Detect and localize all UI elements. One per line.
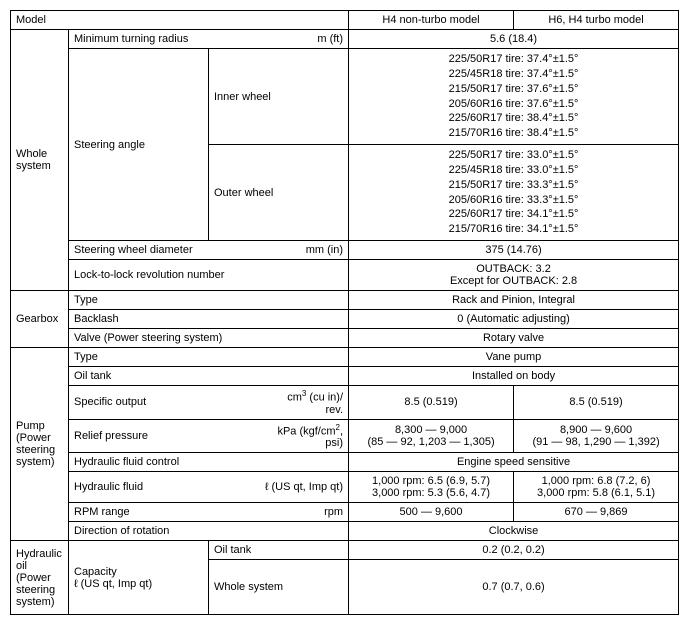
val-rpm-b: 670 — 9,869 [514,503,679,522]
row-wheel-dia: Steering wheel diameter mm (in) 375 (14.… [11,241,679,260]
val-pump-type: Vane pump [349,348,679,367]
label: Relief pressure [74,430,148,442]
label-gb-valve: Valve (Power steering system) [69,329,349,348]
val-hfluid-b: 1,000 rpm: 6.8 (7.2, 6) 3,000 rpm: 5.8 (… [514,472,679,503]
row-hfc: Hydraulic fluid control Engine speed sen… [11,453,679,472]
label: Steering wheel diameter [74,244,193,256]
label-rot: Direction of rotation [69,522,349,541]
val-spec-out-a: 8.5 (0.519) [349,386,514,420]
row-hfluid: Hydraulic fluid ℓ (US qt, Imp qt) 1,000 … [11,472,679,503]
val-wheel-dia: 375 (14.76) [349,241,679,260]
label-gb-backlash: Backlash [69,310,349,329]
label-hfc: Hydraulic fluid control [69,453,349,472]
row-ho-oiltank: Hydraulic oil (Power steering system) Ca… [11,541,679,560]
row-min-turn: Whole system Minimum turning radius m (f… [11,30,679,49]
row-gb-valve: Valve (Power steering system) Rotary val… [11,329,679,348]
group-gearbox: Gearbox [11,291,69,348]
val-pump-oiltank: Installed on body [349,367,679,386]
row-rot: Direction of rotation Clockwise [11,522,679,541]
row-inner-wheel: Steering angle Inner wheel 225/50R17 tir… [11,49,679,145]
unit: mm (in) [306,244,343,256]
label: Minimum turning radius [74,33,188,45]
label-ho-oiltank: Oil tank [209,541,349,560]
param-rpm: RPM range rpm [69,503,349,522]
param-relief: Relief pressure kPa (kgf/cm2,psi) [69,419,349,453]
val-inner: 225/50R17 tire: 37.4°±1.5° 225/45R18 tir… [349,49,679,145]
val-gb-backlash: 0 (Automatic adjusting) [349,310,679,329]
param-hfluid: Hydraulic fluid ℓ (US qt, Imp qt) [69,472,349,503]
row-rpm: RPM range rpm 500 — 9,600 670 — 9,869 [11,503,679,522]
label: Specific output [74,396,146,408]
val-ho-oiltank: 0.2 (0.2, 0.2) [349,541,679,560]
row-gb-backlash: Backlash 0 (Automatic adjusting) [11,310,679,329]
val-relief-a: 8,300 — 9,000 (85 — 92, 1,203 — 1,305) [349,419,514,453]
unit: kPa (kgf/cm2,psi) [277,423,343,450]
val-min-turn: 5.6 (18.4) [349,30,679,49]
label: RPM range [74,506,130,518]
spec-table: Model H4 non-turbo model H6, H4 turbo mo… [10,10,679,615]
label-gb-type: Type [69,291,349,310]
label-outer: Outer wheel [209,145,349,241]
val-outer: 225/50R17 tire: 33.0°±1.5° 225/45R18 tir… [349,145,679,241]
label-pump-type: Type [69,348,349,367]
val-gb-type: Rack and Pinion, Integral [349,291,679,310]
label-inner: Inner wheel [209,49,349,145]
unit: rpm [324,506,343,518]
label: Hydraulic fluid [74,481,143,493]
label-ho-wholesys: Whole system [209,560,349,615]
unit: cm3 (cu in)/rev. [287,389,343,416]
val-hfc: Engine speed sensitive [349,453,679,472]
val-relief-b: 8,900 — 9,600 (91 — 98, 1,290 — 1,392) [514,419,679,453]
val-ho-wholesys: 0.7 (0.7, 0.6) [349,560,679,615]
row-pump-type: Pump (Power steering system) Type Vane p… [11,348,679,367]
hdr-model: Model [11,11,349,30]
hdr-h4nt: H4 non-turbo model [349,11,514,30]
param-spec-out: Specific output cm3 (cu in)/rev. [69,386,349,420]
label-steering-angle: Steering angle [69,49,209,241]
val-rot: Clockwise [349,522,679,541]
row-spec-out: Specific output cm3 (cu in)/rev. 8.5 (0.… [11,386,679,420]
label-pump-oiltank: Oil tank [69,367,349,386]
row-pump-oiltank: Oil tank Installed on body [11,367,679,386]
unit: ℓ (US qt, Imp qt) [265,481,343,493]
val-hfluid-a: 1,000 rpm: 6.5 (6.9, 5.7) 3,000 rpm: 5.3… [349,472,514,503]
row-gb-type: Gearbox Type Rack and Pinion, Integral [11,291,679,310]
row-lock-to-lock: Lock-to-lock revolution number OUTBACK: … [11,260,679,291]
label-capacity: Capacity ℓ (US qt, Imp qt) [69,541,209,615]
val-rpm-a: 500 — 9,600 [349,503,514,522]
label-l2l: Lock-to-lock revolution number [69,260,349,291]
unit: m (ft) [317,33,343,45]
param-min-turn: Minimum turning radius m (ft) [69,30,349,49]
val-l2l: OUTBACK: 3.2 Except for OUTBACK: 2.8 [349,260,679,291]
group-whole-system: Whole system [11,30,69,291]
header-row: Model H4 non-turbo model H6, H4 turbo mo… [11,11,679,30]
row-relief: Relief pressure kPa (kgf/cm2,psi) 8,300 … [11,419,679,453]
hdr-h6h4t: H6, H4 turbo model [514,11,679,30]
val-spec-out-b: 8.5 (0.519) [514,386,679,420]
group-pump: Pump (Power steering system) [11,348,69,541]
param-wheel-dia: Steering wheel diameter mm (in) [69,241,349,260]
group-hyd-oil: Hydraulic oil (Power steering system) [11,541,69,615]
val-gb-valve: Rotary valve [349,329,679,348]
